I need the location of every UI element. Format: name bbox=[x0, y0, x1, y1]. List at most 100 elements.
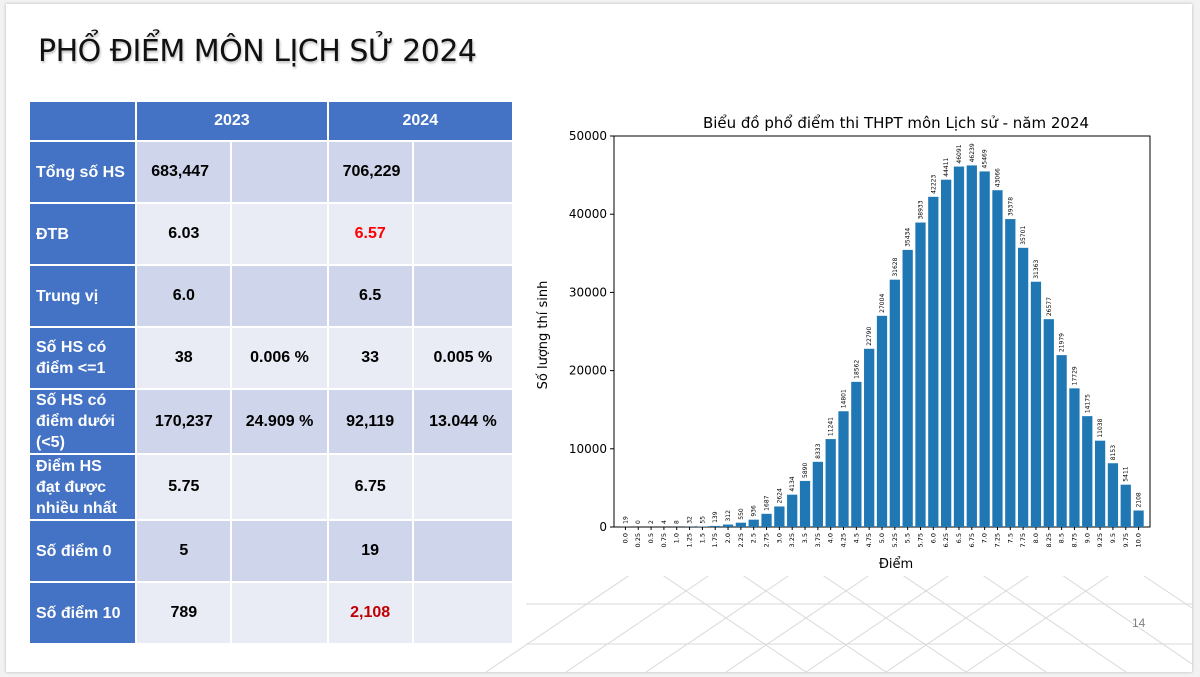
bar bbox=[992, 190, 1003, 527]
cell-2024-percent bbox=[411, 264, 515, 328]
bar-value-label: 4 bbox=[661, 520, 668, 524]
row-label: Số HS có điểm dưới (<5) bbox=[27, 388, 138, 455]
header-2024: 2024 bbox=[326, 100, 515, 142]
cell-2024-percent: 0.005 % bbox=[411, 326, 515, 390]
cell-2023-percent bbox=[230, 453, 329, 521]
x-tick-label: 5.75 bbox=[916, 533, 924, 547]
bar bbox=[1133, 510, 1144, 527]
x-tick-label: 2.25 bbox=[737, 533, 745, 547]
x-tick-label: 7.5 bbox=[1006, 533, 1014, 543]
x-tick-label: 0.75 bbox=[660, 533, 668, 547]
bar-value-label: 45469 bbox=[982, 149, 989, 168]
cell-2023-percent: 24.909 % bbox=[230, 388, 329, 455]
bar-value-label: 2108 bbox=[1136, 492, 1143, 507]
cell-2023-value: 789 bbox=[135, 581, 233, 645]
bar bbox=[812, 461, 823, 527]
cell-2024-value: 19 bbox=[326, 519, 414, 583]
bar-chart: Biểu đồ phổ điểm thi THPT môn Lịch sử - … bbox=[536, 114, 1151, 572]
bar bbox=[928, 196, 939, 527]
bar-value-label: 2624 bbox=[776, 488, 783, 503]
bar-value-label: 22790 bbox=[866, 327, 873, 346]
bar-value-label: 44411 bbox=[943, 157, 950, 176]
stats-table: 2023 2024 Tổng số HS 683,447 706,229 ĐTB… bbox=[27, 100, 515, 645]
cell-2023-percent bbox=[230, 519, 329, 583]
cell-2024-percent bbox=[411, 453, 515, 521]
bar bbox=[953, 166, 965, 527]
y-tick-label: 50000 bbox=[569, 129, 607, 143]
row-label: Số HS có điểm <=1 bbox=[27, 326, 138, 390]
bar-value-label: 11038 bbox=[1097, 418, 1104, 437]
bar-value-label: 312 bbox=[725, 510, 732, 522]
bar-value-label: 139 bbox=[712, 511, 719, 523]
bar-value-label: 21979 bbox=[1059, 333, 1066, 352]
x-axis-label: Điểm bbox=[879, 557, 913, 572]
bar bbox=[889, 279, 900, 527]
cell-2024-value: 6.5 bbox=[326, 264, 414, 328]
x-tick-label: 3.75 bbox=[814, 533, 822, 547]
y-tick-label: 20000 bbox=[569, 364, 607, 378]
row-label: Trung vị bbox=[27, 264, 138, 328]
cell-2024-value: 6.75 bbox=[326, 453, 414, 521]
plot-area: 0 10000 20000 30000 40000 50000 19 0.0 0 0.25 2 0.5… bbox=[569, 129, 1151, 547]
x-tick-label: 6.0 bbox=[929, 533, 937, 543]
bar-value-label: 8 bbox=[674, 520, 681, 524]
bar-value-label: 31363 bbox=[1033, 259, 1040, 278]
bar-value-label: 32 bbox=[687, 516, 694, 524]
x-tick-label: 4.5 bbox=[852, 533, 860, 543]
x-tick-label: 10.0 bbox=[1135, 533, 1143, 547]
x-tick-label: 7.0 bbox=[981, 533, 989, 543]
x-tick-label: 3.5 bbox=[801, 533, 809, 543]
bar-value-label: 55 bbox=[699, 516, 706, 524]
table-row: Số HS có điểm dưới (<5) 170,237 24.909 %… bbox=[27, 388, 515, 455]
cell-2024-percent bbox=[411, 519, 515, 583]
x-tick-label: 2.75 bbox=[763, 533, 771, 547]
x-tick-label: 0.25 bbox=[634, 533, 642, 547]
x-tick-label: 2.5 bbox=[750, 533, 758, 543]
cell-2024-percent bbox=[411, 140, 515, 204]
y-tick-label: 10000 bbox=[569, 442, 607, 456]
table-row: Số điểm 0 5 19 bbox=[27, 519, 515, 583]
table-row: Trung vị 6.0 6.5 bbox=[27, 264, 515, 328]
bar bbox=[774, 506, 785, 527]
x-tick-label: 1.75 bbox=[711, 533, 719, 547]
slide: PHỔ ĐIỂM MÔN LỊCH SỬ 2024 2023 2024 Tổng… bbox=[6, 4, 1192, 672]
row-label: Số điểm 10 bbox=[27, 581, 138, 645]
bar bbox=[915, 222, 926, 527]
bar-value-label: 14801 bbox=[841, 389, 848, 408]
bar bbox=[966, 165, 977, 527]
header-2023: 2023 bbox=[135, 100, 329, 142]
x-tick-label: 0.5 bbox=[647, 533, 655, 543]
bar-value-label: 5890 bbox=[802, 462, 809, 477]
cell-2024-percent bbox=[411, 581, 515, 645]
bar bbox=[1069, 388, 1080, 527]
y-tick-label: 40000 bbox=[569, 207, 607, 221]
bar-value-label: 46239 bbox=[969, 143, 976, 162]
table-row: Số điểm 10 789 2,108 bbox=[27, 581, 515, 645]
bar bbox=[1043, 319, 1054, 527]
y-tick-label: 30000 bbox=[569, 285, 607, 299]
cell-2023-value: 6.03 bbox=[135, 202, 233, 266]
cell-2024-value: 33 bbox=[326, 326, 414, 390]
x-tick-label: 0.0 bbox=[621, 533, 629, 543]
row-label: Số điểm 0 bbox=[27, 519, 138, 583]
bar-value-label: 0 bbox=[635, 520, 642, 524]
cell-2023-value: 683,447 bbox=[135, 140, 233, 204]
x-tick-label: 6.5 bbox=[955, 533, 963, 543]
bar bbox=[825, 439, 836, 527]
bar bbox=[1030, 281, 1042, 527]
x-tick-label: 3.0 bbox=[775, 533, 783, 543]
cell-2024-value: 2,108 bbox=[326, 581, 414, 645]
bar bbox=[735, 522, 747, 527]
row-label: ĐTB bbox=[27, 202, 138, 266]
row-label: Điểm HS đạt được nhiều nhất bbox=[27, 453, 138, 521]
table-row: Số HS có điểm <=1 38 0.006 % 33 0.005 % bbox=[27, 326, 515, 390]
bar-value-label: 4134 bbox=[789, 476, 796, 491]
x-tick-label: 9.25 bbox=[1096, 533, 1104, 547]
bar bbox=[941, 179, 952, 527]
cell-2023-percent bbox=[230, 581, 329, 645]
y-axis-label: Số lượng thí sinh bbox=[536, 281, 551, 390]
table-header-row: 2023 2024 bbox=[27, 100, 515, 142]
bar-value-label: 38933 bbox=[917, 200, 924, 219]
bar bbox=[761, 513, 772, 527]
bar bbox=[838, 411, 849, 527]
